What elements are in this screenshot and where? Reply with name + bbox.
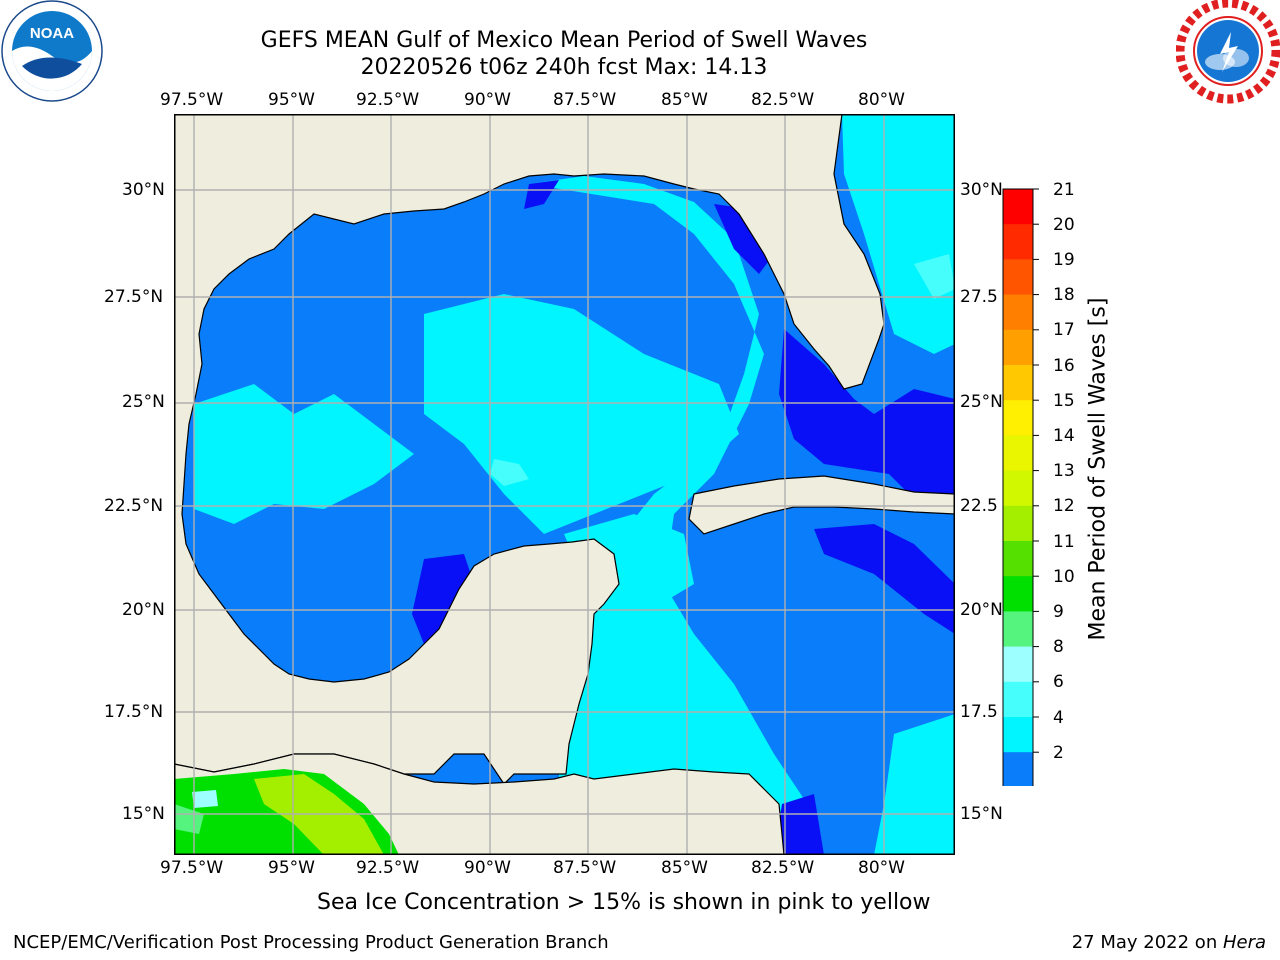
lat-label-left: 30°N — [122, 180, 165, 200]
colorbar-tick: 20 — [1053, 215, 1075, 235]
colorbar-tick: 17 — [1053, 320, 1075, 340]
chart-subtitle: 20220526 t06z 240h fcst Max: 14.13 — [360, 55, 768, 80]
land-cuba — [688, 475, 955, 535]
colorbar-segment — [1003, 752, 1033, 786]
footer-host: Hera — [1222, 932, 1266, 953]
lon-label-bottom: 97.5°W — [160, 858, 224, 878]
swell-lt2s-florida-straits — [779, 329, 955, 504]
map-plot — [174, 114, 955, 855]
lat-label-left: 15°N — [122, 804, 165, 824]
lat-label-left: 27.5°N — [104, 287, 164, 307]
lat-label-right: 17.5 — [960, 702, 998, 722]
lon-label-bottom: 90°W — [464, 858, 511, 878]
colorbar-tick: 6 — [1053, 672, 1064, 692]
colorbar-tick: 21 — [1053, 180, 1075, 200]
graticule — [174, 114, 955, 855]
land-north-america — [174, 114, 885, 785]
lat-label-left: 22.5°N — [104, 496, 164, 516]
colorbar-tick: 2 — [1053, 743, 1064, 763]
colorbar-segment — [1003, 646, 1033, 683]
swell-4-6s-west — [194, 384, 414, 524]
colorbar-tick: 10 — [1053, 567, 1075, 587]
colorbar-segment — [1003, 576, 1033, 612]
colorbar-tick: 18 — [1053, 285, 1075, 305]
colorbar-tick: 8 — [1053, 637, 1064, 657]
colorbar-tick: 19 — [1053, 250, 1075, 270]
colorbar-segment — [1003, 259, 1033, 296]
colorbar-segment — [1003, 400, 1033, 436]
lon-label-bottom: 95°W — [268, 858, 315, 878]
lat-label-right: 20°N — [960, 600, 1003, 620]
colorbar-tick: 13 — [1053, 461, 1075, 481]
colorbar-segment — [1003, 435, 1033, 472]
colorbar-segment — [1003, 611, 1033, 648]
sea-ice-mint — [174, 804, 204, 834]
lon-label-top: 92.5°W — [356, 90, 420, 110]
colorbar-segment — [1003, 541, 1033, 577]
swell-6-8s-patch — [490, 459, 529, 486]
colorbar-segment — [1003, 717, 1033, 753]
lon-label-top: 90°W — [464, 90, 511, 110]
colorbar-tick: 9 — [1053, 602, 1064, 622]
lon-label-bottom: 80°W — [858, 858, 905, 878]
colorbar-tick: 4 — [1053, 708, 1064, 728]
chart-title: GEFS MEAN Gulf of Mexico Mean Period of … — [260, 28, 868, 53]
lat-label-right: 25°N — [960, 392, 1003, 412]
noaa-logo-text: NOAA — [30, 25, 74, 42]
colorbar-tick: 16 — [1053, 356, 1075, 376]
colorbar-label: Mean Period of Swell Waves [s] — [1085, 297, 1111, 641]
colorbar-tick: 11 — [1053, 532, 1075, 552]
sea-ice-caption: Sea Ice Concentration > 15% is shown in … — [317, 890, 931, 915]
swell-lt2s-campeche — [412, 554, 474, 644]
lon-label-top: 82.5°W — [751, 90, 815, 110]
swell-6-8s-patch-atlantic — [914, 254, 955, 299]
colorbar-tick: 15 — [1053, 391, 1075, 411]
colorbar-tick: 12 — [1053, 496, 1075, 516]
lat-label-right: 27.5 — [960, 287, 998, 307]
noaa-logo: NOAA — [1, 0, 103, 102]
swell-4-6s-caribbean-east — [874, 714, 955, 855]
colorbar-segment — [1003, 224, 1033, 260]
colorbar — [1002, 188, 1039, 786]
nws-logo — [1176, 0, 1280, 104]
lat-label-right: 30°N — [960, 180, 1003, 200]
colorbar-segment — [1003, 470, 1033, 507]
lon-label-bottom: 85°W — [661, 858, 708, 878]
swell-4-6s-atlantic — [842, 114, 955, 354]
colorbar-segment — [1003, 505, 1033, 542]
footer-credit: NCEP/EMC/Verification Post Processing Pr… — [13, 932, 609, 953]
lon-label-bottom: 87.5°W — [553, 858, 617, 878]
lon-label-top: 95°W — [268, 90, 315, 110]
sea-ice-paleblue — [192, 790, 218, 808]
lat-label-left: 20°N — [122, 600, 165, 620]
colorbar-segment — [1003, 329, 1033, 366]
colorbar-segment — [1003, 189, 1033, 225]
swell-lt2s-big-bend — [714, 204, 774, 274]
swell-4-6s-central — [529, 176, 824, 855]
lat-label-left: 17.5°N — [104, 702, 164, 722]
lon-label-top: 80°W — [858, 90, 905, 110]
footer-date: 27 May 2022 on Hera — [1072, 932, 1266, 953]
colorbar-segment — [1003, 365, 1033, 401]
footer-date-text: 27 May 2022 on — [1071, 932, 1223, 953]
swell-lt2s-north — [524, 180, 559, 209]
colorbar-segment — [1003, 294, 1033, 331]
colorbar-frame — [1002, 188, 1034, 786]
map-frame — [174, 114, 955, 855]
swell-lt2s-caribbean-south — [774, 794, 824, 855]
lat-label-right: 22.5 — [960, 496, 998, 516]
lat-label-right: 15°N — [960, 804, 1003, 824]
lat-label-left: 25°N — [122, 392, 165, 412]
lon-label-top: 97.5°W — [160, 90, 224, 110]
colorbar-tick: 14 — [1053, 426, 1075, 446]
lon-label-bottom: 92.5°W — [356, 858, 420, 878]
colorbar-segment — [1003, 681, 1033, 718]
lon-label-top: 85°W — [661, 90, 708, 110]
lon-label-bottom: 82.5°W — [751, 858, 815, 878]
lon-label-top: 87.5°W — [553, 90, 617, 110]
